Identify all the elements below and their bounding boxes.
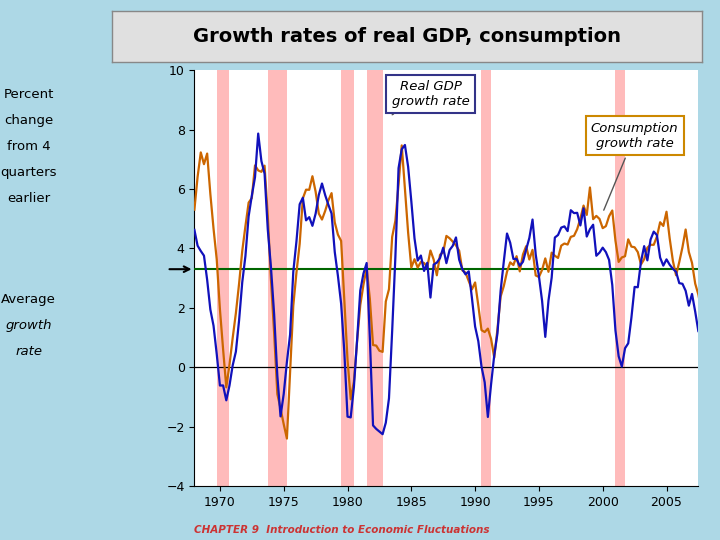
Bar bbox=[341, 70, 354, 486]
Text: Average: Average bbox=[1, 293, 56, 306]
Bar bbox=[268, 70, 287, 486]
Bar bbox=[616, 70, 625, 486]
Bar bbox=[217, 70, 230, 486]
Text: Growth rates of real GDP, consumption: Growth rates of real GDP, consumption bbox=[193, 27, 621, 46]
Text: Consumption
growth rate: Consumption growth rate bbox=[591, 122, 678, 210]
Text: CHAPTER 9  Introduction to Economic Fluctuations: CHAPTER 9 Introduction to Economic Fluct… bbox=[194, 524, 490, 535]
Bar bbox=[482, 70, 491, 486]
Text: quarters: quarters bbox=[1, 166, 57, 179]
Text: earlier: earlier bbox=[7, 192, 50, 205]
Text: change: change bbox=[4, 114, 53, 127]
Text: from 4: from 4 bbox=[7, 140, 50, 153]
Text: Percent: Percent bbox=[4, 88, 54, 101]
Text: growth: growth bbox=[6, 319, 52, 332]
Text: rate: rate bbox=[15, 345, 42, 358]
Bar bbox=[366, 70, 382, 486]
Text: Real GDP
growth rate: Real GDP growth rate bbox=[392, 80, 469, 115]
